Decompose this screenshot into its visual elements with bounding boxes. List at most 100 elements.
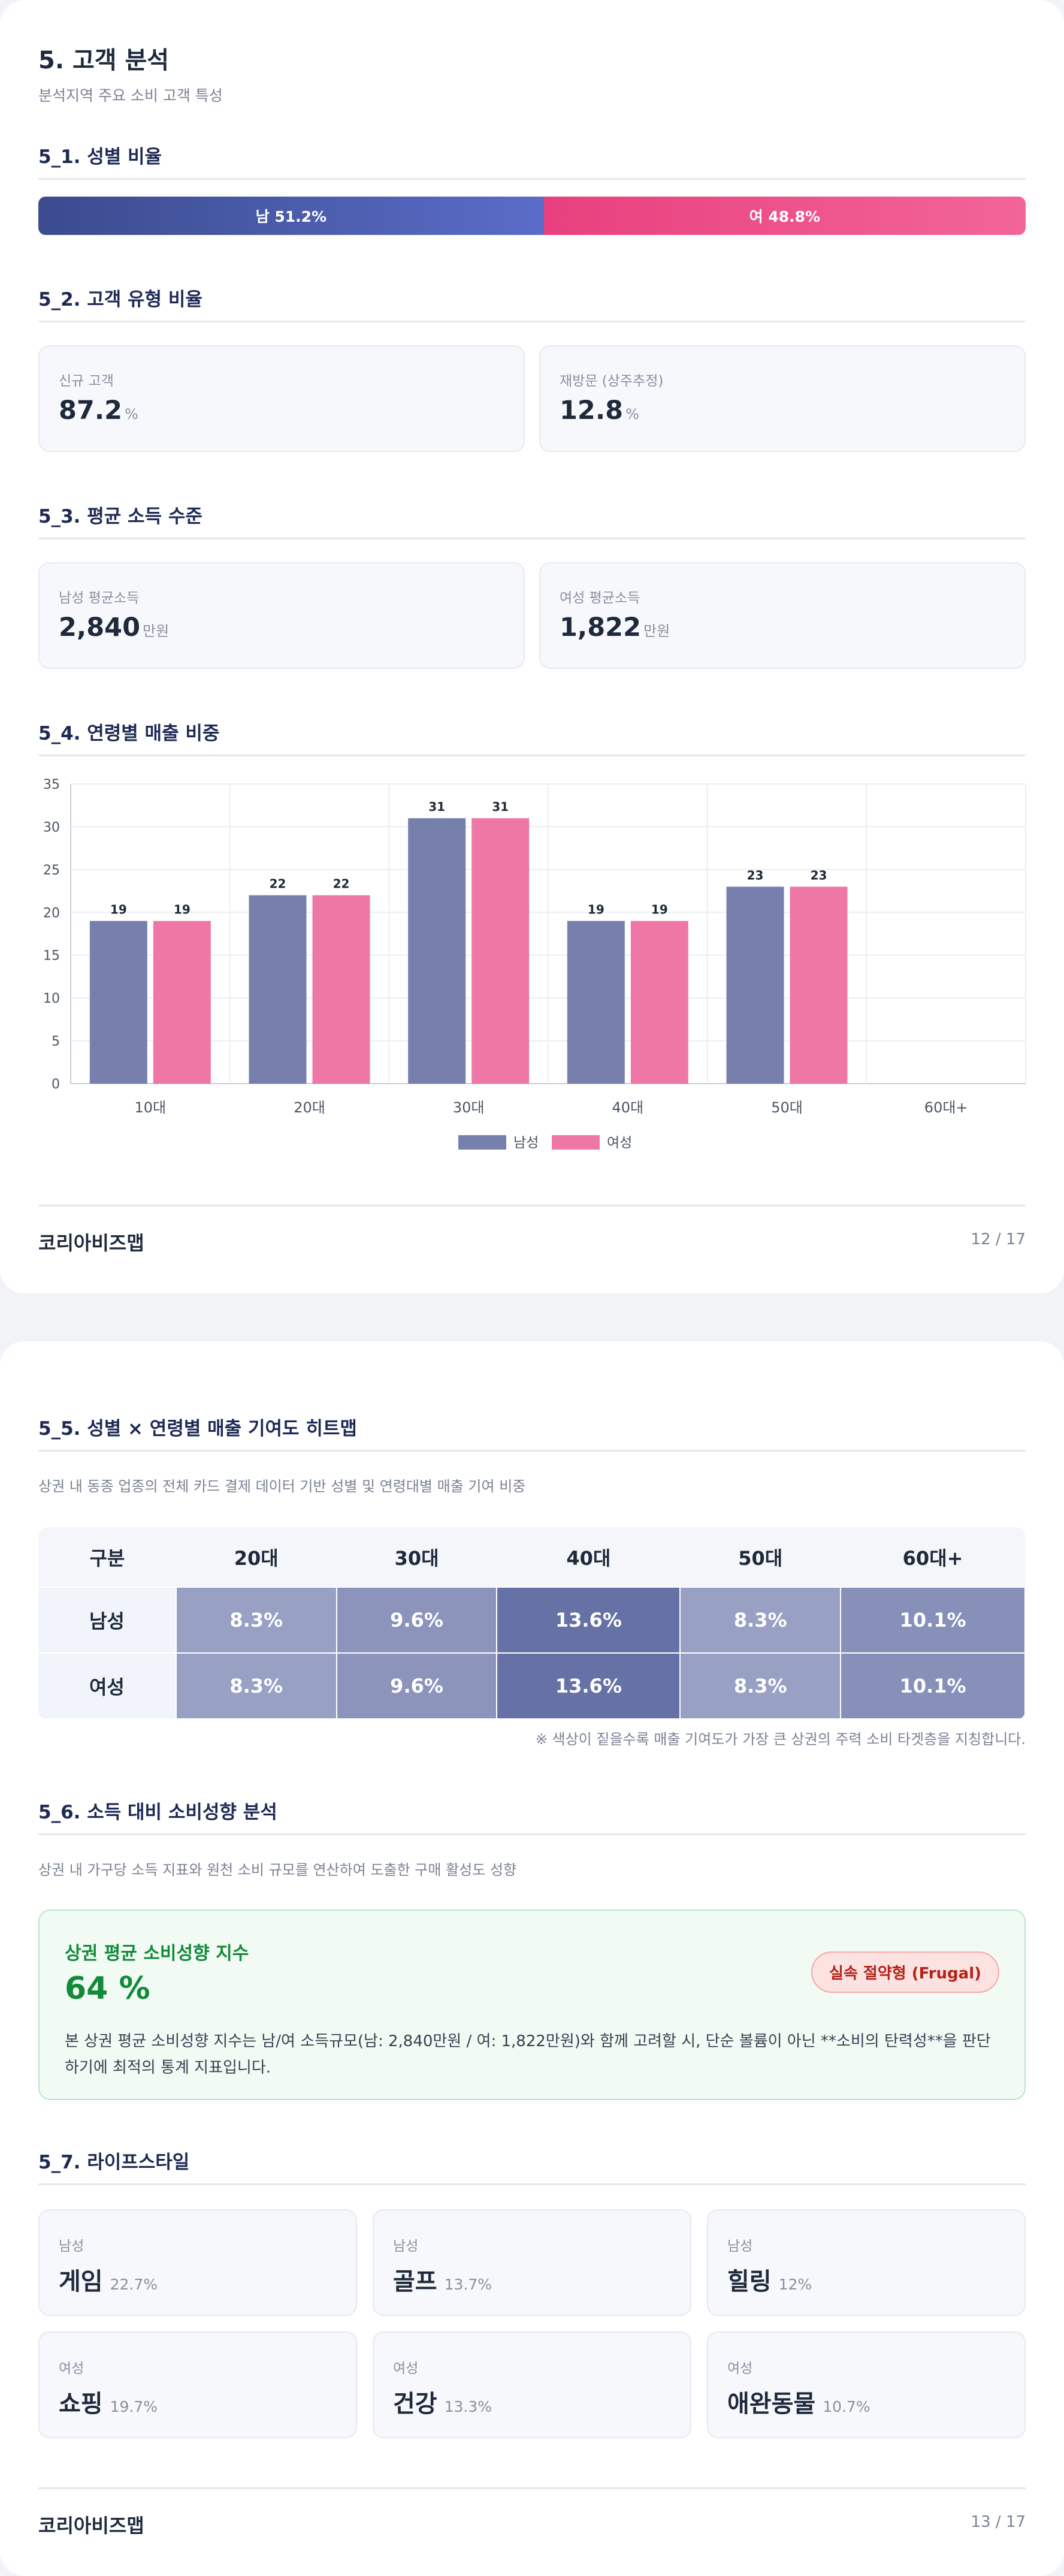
heatmap-column-header: 30대 — [336, 1527, 497, 1587]
chart-x-tick-label: 60대+ — [924, 1099, 968, 1116]
gender-age-heatmap: 구분 20대 30대 40대 50대 60대+ 남성 8.3% 9.6% 13.6% 8.3% 10… — [38, 1527, 1026, 1720]
chart-data-label: 31 — [492, 800, 509, 814]
section-heatmap-heading: 5_5. 성별 × 연령별 매출 기여도 히트맵 — [38, 1413, 1026, 1452]
chart-bar-female — [471, 818, 530, 1084]
chart-data-label: 19 — [174, 903, 191, 917]
heatmap-row-header: 남성 — [38, 1586, 177, 1654]
chart-data-label: 19 — [651, 903, 668, 917]
lifestyle-gender: 여성 — [59, 2361, 84, 2376]
section-gender-ratio-heading: 5_1. 성별 비율 — [38, 141, 1026, 180]
lifestyle-pct: 10.7% — [823, 2398, 870, 2415]
female-income-label: 여성 평균소득 — [560, 590, 640, 606]
chart-data-label: 31 — [428, 800, 445, 814]
male-income-card: 남성 평균소득 2,840 만원 — [38, 562, 525, 669]
heatmap-row-header: 여성 — [38, 1652, 177, 1720]
section-spending-heading: 5_6. 소득 대비 소비성향 분석 — [38, 1797, 1026, 1835]
male-income-value: 2,840 만원 — [59, 613, 170, 643]
footer-page-number: 13 / 17 — [971, 2513, 1026, 2531]
lifestyle-name: 골프 13.7% — [393, 2268, 492, 2296]
chart-y-tick-label: 20 — [43, 906, 60, 921]
revisit-customer-label: 재방문 (상주추정) — [560, 373, 664, 389]
lifestyle-gender: 남성 — [393, 2239, 419, 2254]
new-customer-value: 87.2% — [59, 396, 138, 426]
section-age-sales-heading: 5_4. 연령별 매출 비중 — [38, 718, 1026, 756]
heatmap-cell: 8.3% — [679, 1652, 842, 1720]
chart-data-label: 19 — [588, 903, 604, 917]
report-page-12: 5. 고객 분석 분석지역 주요 소비 고객 특성 5_1. 성별 비율 남 5… — [0, 0, 1064, 1293]
lifestyle-name: 건강 13.3% — [393, 2390, 492, 2418]
heatmap-column-header: 50대 — [680, 1527, 841, 1587]
chart-y-tick-label: 30 — [43, 820, 60, 835]
lifestyle-name: 힐링 12% — [727, 2268, 812, 2296]
lifestyle-pct: 12% — [778, 2276, 812, 2293]
chart-bar-female — [153, 921, 211, 1084]
revisit-customer-card: 재방문 (상주추정) 12.8% — [539, 345, 1026, 452]
spending-index-title: 상권 평균 소비성향 지수 — [65, 1943, 249, 1964]
lifestyle-gender: 여성 — [393, 2361, 419, 2376]
section-income-heading: 5_3. 평균 소득 수준 — [38, 501, 1026, 539]
lifestyle-name: 게임 22.7% — [59, 2268, 158, 2296]
lifestyle-name: 애완동물 10.7% — [727, 2390, 870, 2418]
spending-index-box: 상권 평균 소비성향 지수 64 % 실속 절약형 (Frugal) 본 상권 … — [38, 1910, 1026, 2100]
revisit-customer-value: 12.8% — [560, 396, 639, 426]
spending-index-value: 64 % — [65, 1971, 150, 2007]
heatmap-cell: 9.6% — [335, 1586, 498, 1654]
chart-x-tick-label: 10대 — [135, 1099, 167, 1116]
chart-y-tick-label: 5 — [52, 1034, 60, 1049]
lifestyle-gender: 남성 — [727, 2239, 753, 2254]
chart-data-label: 23 — [747, 868, 764, 882]
gender-bar-female: 여 48.8% — [543, 197, 1026, 235]
heatmap-cell: 10.1% — [840, 1586, 1026, 1654]
lifestyle-pct: 13.7% — [444, 2276, 492, 2293]
chart-y-tick-label: 35 — [43, 777, 60, 792]
heatmap-column-header: 60대+ — [841, 1527, 1025, 1587]
chart-data-label: 23 — [811, 868, 827, 882]
lifestyle-name: 쇼핑 19.7% — [59, 2390, 158, 2418]
heatmap-cell: 9.6% — [335, 1652, 498, 1720]
lifestyle-pct: 13.3% — [444, 2398, 492, 2415]
chart-legend-label: 여성 — [607, 1135, 632, 1151]
gender-ratio-bar: 남 51.2% 여 48.8% — [38, 197, 1026, 235]
heatmap-cell: 8.3% — [175, 1586, 337, 1654]
chart-x-tick-label: 40대 — [612, 1099, 644, 1116]
male-income-label: 남성 평균소득 — [59, 590, 140, 606]
heatmap-cell: 8.3% — [175, 1652, 337, 1720]
page-footer: 코리아비즈맵 13 / 17 — [38, 2487, 1026, 2537]
female-income-card: 여성 평균소득 1,822 만원 — [539, 562, 1026, 669]
chart-bar-male — [408, 818, 466, 1084]
heatmap-note: ※ 색상이 짙을수록 매출 기여도가 가장 큰 상권의 주력 소비 타겟층을 지… — [535, 1731, 1026, 1748]
page-footer: 코리아비즈맵 12 / 17 — [38, 1205, 1026, 1254]
gender-bar-male: 남 51.2% — [38, 197, 544, 235]
chart-bar-female — [790, 886, 848, 1084]
lifestyle-pct: 19.7% — [110, 2398, 158, 2415]
chart-legend-label: 남성 — [513, 1135, 539, 1151]
section-customer-type-heading: 5_2. 고객 유형 비율 — [38, 284, 1026, 322]
chart-y-tick-label: 10 — [43, 991, 60, 1006]
heatmap-description: 상권 내 동종 업종의 전체 카드 결제 데이터 기반 성별 및 연령대별 매출… — [38, 1478, 526, 1495]
chart-data-label: 22 — [333, 877, 350, 891]
new-customer-card: 신규 고객 87.2% — [38, 345, 525, 452]
spending-type-badge: 실속 절약형 (Frugal) — [811, 1951, 999, 1993]
chart-y-tick-label: 25 — [43, 863, 60, 878]
footer-brand: 코리아비즈맵 — [38, 1232, 144, 1254]
lifestyle-gender: 여성 — [727, 2361, 753, 2376]
chart-bar-male — [726, 886, 784, 1084]
heatmap-cell: 13.6% — [496, 1586, 681, 1654]
heatmap-corner-header: 구분 — [38, 1527, 176, 1587]
heatmap-cell: 8.3% — [679, 1586, 842, 1654]
lifestyle-pct: 22.7% — [110, 2276, 158, 2293]
chart-y-tick-label: 0 — [52, 1077, 60, 1092]
chart-data-label: 22 — [270, 877, 286, 891]
page-subtitle: 분석지역 주요 소비 고객 특성 — [38, 87, 223, 104]
heatmap-column-header: 20대 — [176, 1527, 337, 1587]
age-sales-bar-chart: 0 5 10 15 20 25 30 35 19 19 10대 22 22 20대 31 31 30대 19 19 4… — [43, 777, 1026, 1151]
chart-bar-male — [567, 921, 625, 1084]
chart-bar-female — [630, 921, 688, 1084]
spending-description: 상권 내 가구당 소득 지표와 원천 소비 규모를 연산하여 도출한 구매 활성… — [38, 1862, 517, 1878]
lifestyle-card: 남성 게임 22.7% — [38, 2209, 357, 2316]
